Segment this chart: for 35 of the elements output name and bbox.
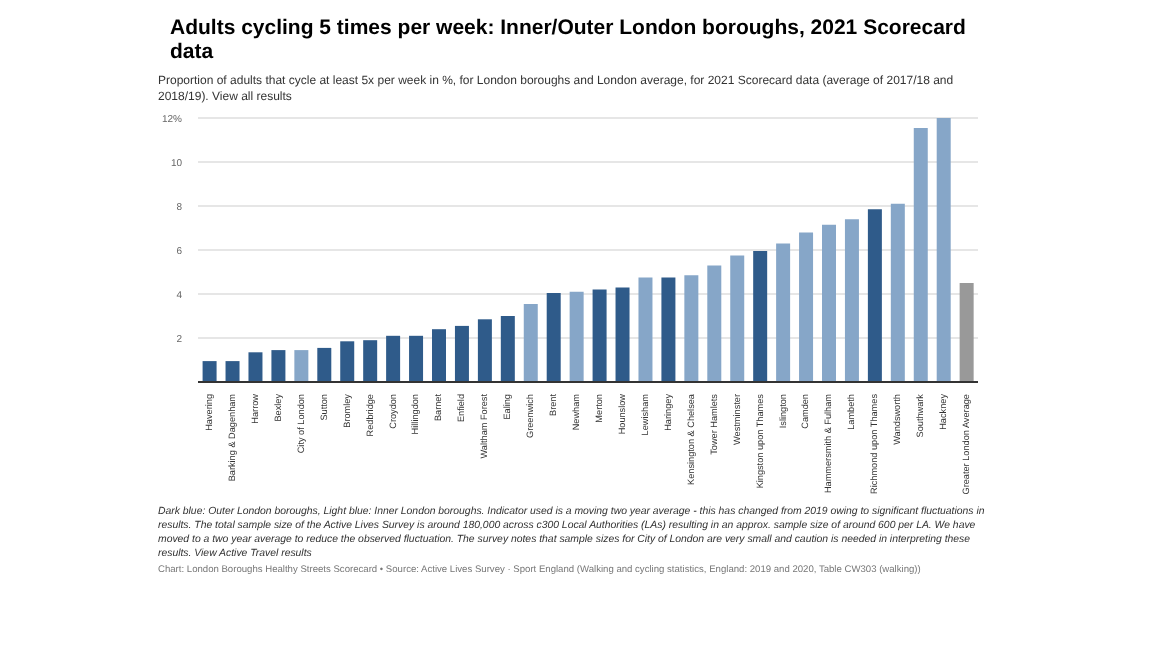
bar [753,251,768,382]
bar [523,303,538,382]
bar [569,291,584,382]
bar [936,118,951,382]
bar [454,325,469,382]
bar [294,350,309,382]
bar [913,127,928,382]
bar [317,347,332,382]
bar [409,335,424,382]
bar [707,265,722,382]
bar [202,361,217,382]
bar [546,292,561,382]
bar [225,361,240,382]
bar [867,209,882,382]
bar [363,340,378,382]
bar [822,224,836,382]
bar [477,319,492,382]
bar [959,283,974,382]
bar [638,277,653,382]
bar [776,243,791,382]
bar [661,277,676,382]
bar [684,275,699,382]
bar [799,232,814,382]
bar [386,335,401,382]
bar [271,350,286,382]
bar [432,329,446,382]
bar [844,219,859,382]
bar [248,352,263,382]
bar [500,316,515,382]
bar [890,203,905,382]
bar [730,255,745,382]
bar [615,287,630,382]
bar [592,289,607,382]
bar [340,341,355,382]
chart-title: Adults cycling 5 times per week: Inner/Outer London boroughs, 2021 Scorecard data [170,16,968,64]
